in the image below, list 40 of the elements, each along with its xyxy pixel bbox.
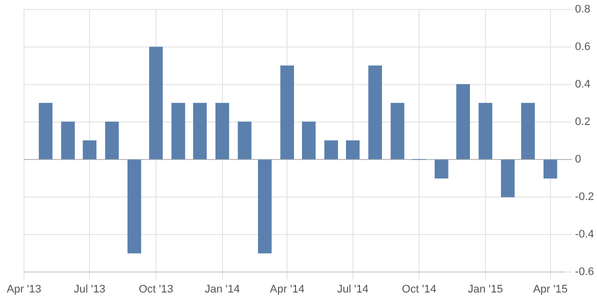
y-tick-label: 0 xyxy=(575,153,582,166)
bar xyxy=(238,122,252,160)
y-tick-label: 0.8 xyxy=(575,4,590,16)
bar xyxy=(346,140,360,160)
y-tick-label: 0.4 xyxy=(575,78,590,91)
x-tick-label: Apr '14 xyxy=(270,283,304,296)
bar xyxy=(61,122,75,160)
x-tick-label: Oct '14 xyxy=(402,283,436,296)
bar xyxy=(434,160,448,178)
x-tick-label: Apr '15 xyxy=(533,283,568,296)
bar xyxy=(478,102,492,160)
bar xyxy=(456,84,470,160)
x-tick-label: Oct '13 xyxy=(138,283,174,296)
x-tick-label: Jul '13 xyxy=(74,283,106,296)
bar xyxy=(500,160,515,198)
bar xyxy=(149,46,163,160)
bar xyxy=(105,122,119,160)
bar xyxy=(368,65,382,160)
bar xyxy=(521,102,535,160)
x-tick-label: Jul '14 xyxy=(337,283,369,296)
y-tick-label: -0.6 xyxy=(575,266,594,278)
y-tick-label: 0.6 xyxy=(575,41,590,54)
y-tick-label: -0.2 xyxy=(575,190,594,203)
x-tick-label: Jan '15 xyxy=(468,283,504,296)
bar xyxy=(390,102,404,160)
y-tick-label: 0.2 xyxy=(575,116,590,128)
x-tick-label: Apr '13 xyxy=(6,283,42,296)
bar xyxy=(38,102,52,160)
bar xyxy=(215,102,230,160)
bar xyxy=(258,160,272,254)
bar xyxy=(544,160,558,178)
bar xyxy=(280,65,294,160)
bar xyxy=(193,102,207,160)
bar xyxy=(127,160,142,254)
bar xyxy=(171,102,186,160)
bar xyxy=(324,140,338,160)
bar xyxy=(302,122,316,160)
bar xyxy=(82,140,96,160)
y-tick-label: -0.4 xyxy=(575,228,594,240)
x-tick-label: Jan '14 xyxy=(204,283,240,296)
